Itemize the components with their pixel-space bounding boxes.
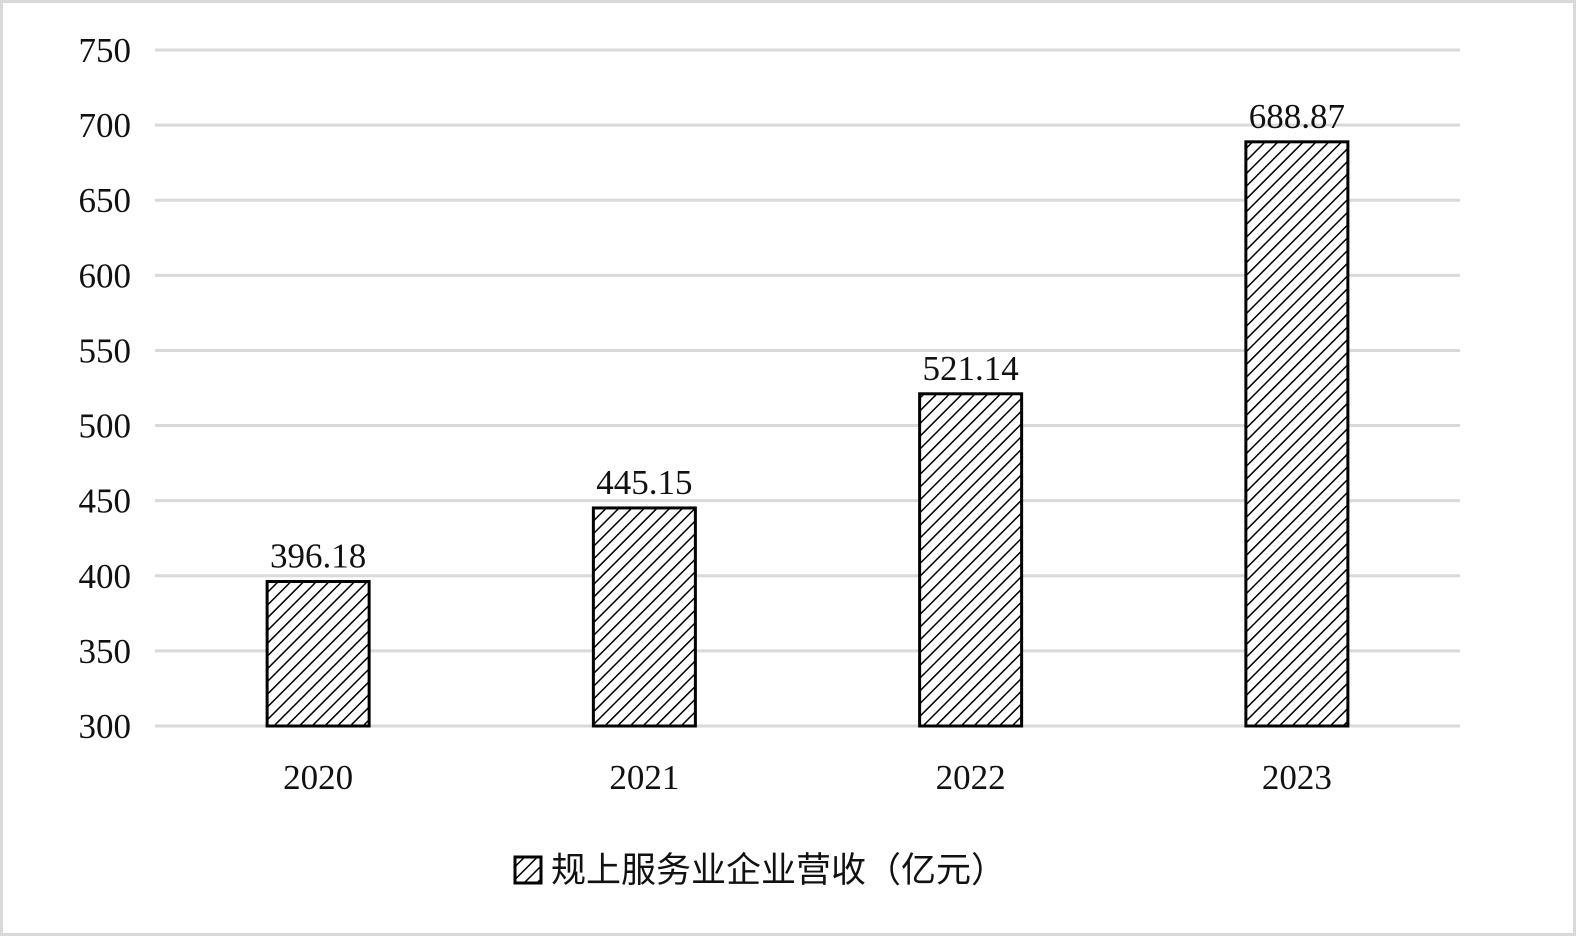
- bars: [265, 140, 1350, 728]
- data-label-2021: 445.15: [596, 463, 692, 502]
- data-labels: 396.18 445.15 521.14 688.87: [270, 97, 1345, 576]
- legend-swatch: [513, 855, 543, 885]
- bar-2022: [918, 392, 1024, 728]
- y-tick-label: 300: [79, 707, 132, 746]
- x-category-label: 2023: [1262, 758, 1332, 797]
- y-tick-label: 400: [79, 557, 132, 596]
- bar-2021: [591, 506, 697, 728]
- bar-2023: [1244, 140, 1350, 728]
- y-tick-label: 750: [79, 31, 132, 70]
- x-axis-categories: 2020 2021 2022 2023: [283, 758, 1332, 797]
- legend: 规上服务业企业营收（亿元）: [513, 851, 1006, 890]
- legend-label: 规上服务业企业营收（亿元）: [551, 851, 1006, 890]
- data-label-2020: 396.18: [270, 537, 366, 576]
- y-tick-label: 350: [79, 632, 132, 671]
- gridlines: [155, 48, 1460, 728]
- data-label-2022: 521.14: [923, 349, 1019, 388]
- y-tick-label: 600: [79, 256, 132, 295]
- data-label-2023: 688.87: [1249, 97, 1345, 136]
- x-category-label: 2021: [609, 758, 679, 797]
- y-axis-ticks: 300 350 400 450 500 550 600 650 700 750: [79, 31, 132, 746]
- bar-2020: [265, 580, 371, 728]
- y-tick-label: 700: [79, 106, 132, 145]
- y-tick-label: 550: [79, 331, 132, 370]
- y-tick-label: 650: [79, 181, 132, 220]
- x-category-label: 2022: [936, 758, 1006, 797]
- y-tick-label: 450: [79, 482, 132, 521]
- x-category-label: 2020: [283, 758, 353, 797]
- y-tick-label: 500: [79, 407, 132, 446]
- bar-chart: 300 350 400 450 500 550 600 650 700 750 396.18 445…: [79, 31, 1460, 890]
